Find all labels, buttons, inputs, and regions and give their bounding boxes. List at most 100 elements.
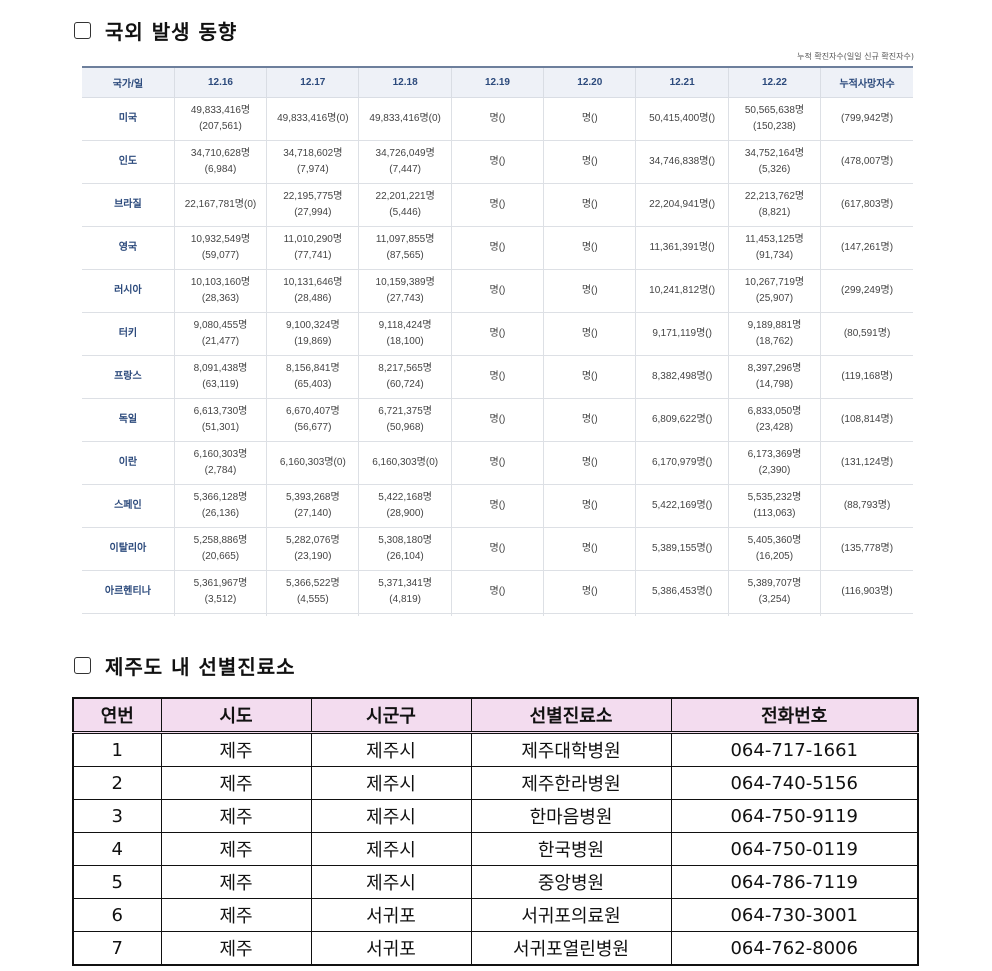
data-cell: 명() xyxy=(451,355,545,399)
cell-line: 5,366,522명 xyxy=(285,578,340,589)
cell-line: 10,103,160명 xyxy=(190,277,251,288)
cell-line: (28,486) xyxy=(294,293,332,304)
cell-line: (23,190) xyxy=(294,551,332,562)
cell-line: (108,814명) xyxy=(841,414,894,425)
data-cell: 064-762-8006 xyxy=(670,931,919,966)
cell-line: (65,403) xyxy=(294,379,332,390)
table-row: 영국 10,932,549명 (59,077) 11,010,290명 (77,741)… xyxy=(82,226,913,270)
data-cell: 명() xyxy=(543,398,637,442)
data-cell: 22,201,221명 (5,446) xyxy=(358,183,452,227)
cell-line: 명() xyxy=(581,156,598,167)
cell-line: 명() xyxy=(489,199,506,210)
cell-line: 6,170,979명() xyxy=(651,457,713,468)
data-cell: 9,189,881명 (18,762) xyxy=(728,312,822,356)
data-cell: 제주시 xyxy=(310,766,472,800)
data-cell: 6,170,979명() xyxy=(635,441,729,485)
table-row: 아르헨티나 5,361,967명 (3,512) 5,366,522명 (4,555) 5… xyxy=(82,570,913,614)
country-cell: 영국 xyxy=(82,226,175,270)
data-cell: 2 xyxy=(72,766,162,800)
cell-line: (25,907) xyxy=(755,293,794,304)
data-cell: 10,267,719명 (25,907) xyxy=(728,269,822,313)
data-cell: 제주 xyxy=(160,732,312,767)
data-cell xyxy=(358,613,452,616)
cell-line: 22,167,781명(0) xyxy=(184,199,257,210)
data-cell: 50,415,400명() xyxy=(635,97,729,141)
cell-line: 34,752,164명 xyxy=(744,148,805,159)
cell-line: 11,097,855명 xyxy=(375,234,435,245)
data-cell: 5,393,268명 (27,140) xyxy=(266,484,360,528)
cell-line: (27,994) xyxy=(294,207,332,218)
cell-line: 5,386,453명() xyxy=(651,586,713,597)
cell-line: (4,819) xyxy=(389,594,421,605)
cell-line: 5,361,967명 xyxy=(193,578,248,589)
cell-line: (56,677) xyxy=(294,422,332,433)
cell-line: 22,195,775명 xyxy=(283,191,343,202)
data-cell: 제주시 xyxy=(310,865,472,899)
cell-line: 11,453,125명 xyxy=(745,234,804,245)
data-cell: 6,160,303명 (2,784) xyxy=(174,441,268,485)
data-cell: 제주한라병원 xyxy=(470,766,672,800)
country-cell: 브라질 xyxy=(82,183,175,227)
data-cell: 8,397,296명 (14,798) xyxy=(728,355,822,399)
cell-line: (80,591명) xyxy=(843,328,891,339)
section-title-overseas: 국외 발생 동향 xyxy=(74,16,237,45)
column-header: 연번 xyxy=(72,697,162,734)
cell-line: 명() xyxy=(489,242,506,253)
data-cell: 5,389,155명() xyxy=(635,527,729,571)
data-cell: 명() xyxy=(451,398,545,442)
cell-line: 8,156,841명 xyxy=(285,363,340,374)
data-cell xyxy=(635,613,729,616)
data-cell: 1 xyxy=(72,732,162,767)
data-cell: 제주시 xyxy=(310,799,472,833)
cell-line: (617,803명) xyxy=(841,199,894,210)
data-cell: 10,932,549명 (59,077) xyxy=(174,226,268,270)
cell-line: (6,984) xyxy=(204,164,237,175)
cell-line: 명() xyxy=(581,457,598,468)
data-cell: 명() xyxy=(543,183,637,227)
data-cell: 11,097,855명 (87,565) xyxy=(358,226,452,270)
data-cell: 50,565,638명 (150,238) xyxy=(728,97,822,141)
country-cell: 인도 xyxy=(82,140,175,184)
cell-line: (26,104) xyxy=(386,551,424,562)
cell-line: 명() xyxy=(489,371,506,382)
data-cell: (131,124명) xyxy=(820,441,913,485)
cell-line: (799,942명) xyxy=(841,113,894,124)
cell-line: (478,007명) xyxy=(841,156,894,167)
cell-line: (2,390) xyxy=(758,465,791,476)
data-cell: 064-730-3001 xyxy=(670,898,919,932)
data-cell: 22,195,775명 (27,994) xyxy=(266,183,360,227)
column-header: 12.17 xyxy=(266,66,360,98)
cell-line: 49,833,416명(0) xyxy=(369,113,441,124)
data-cell: (299,249명) xyxy=(820,269,913,313)
data-cell: 제주 xyxy=(160,898,312,932)
cell-line: 5,366,128명 xyxy=(193,492,248,503)
cell-line: 명() xyxy=(489,543,506,554)
data-cell: 34,726,049명 (7,447) xyxy=(358,140,452,184)
cell-line: 6,613,730명 xyxy=(193,406,248,417)
column-header: 12.22 xyxy=(728,66,822,98)
data-cell: 5,366,128명 (26,136) xyxy=(174,484,268,528)
data-cell: 064-750-9119 xyxy=(670,799,919,833)
cell-line: 5,422,168명 xyxy=(378,492,432,503)
cell-line: 5,389,707명 xyxy=(747,578,802,589)
data-cell: 34,746,838명() xyxy=(635,140,729,184)
table-row: 이탈리아 5,258,886명 (20,665) 5,282,076명 (23,190)… xyxy=(82,527,913,571)
cell-line: 명() xyxy=(581,500,598,511)
cell-line: 5,422,169명() xyxy=(651,500,713,511)
data-cell: 5,535,232명 (113,063) xyxy=(728,484,822,528)
cell-line: 9,189,881명 xyxy=(747,320,802,331)
cell-line: 9,118,424명 xyxy=(378,320,432,331)
cell-line: (18,762) xyxy=(755,336,794,347)
data-cell: 명() xyxy=(451,484,545,528)
column-header: 시군구 xyxy=(310,697,472,734)
data-cell: 명() xyxy=(543,484,637,528)
data-cell: (116,903명) xyxy=(820,570,913,614)
overseas-table: 국가/일 12.16 12.17 12.18 12.19 12.20 12.21 12.22 누… xyxy=(82,66,913,616)
data-cell xyxy=(82,613,175,616)
data-cell: 5,366,522명 (4,555) xyxy=(266,570,360,614)
cell-line: 명() xyxy=(581,242,598,253)
data-cell: 8,382,498명() xyxy=(635,355,729,399)
data-cell: (80,591명) xyxy=(820,312,913,356)
data-cell: 8,217,565명 (60,724) xyxy=(358,355,452,399)
data-cell xyxy=(728,613,822,616)
